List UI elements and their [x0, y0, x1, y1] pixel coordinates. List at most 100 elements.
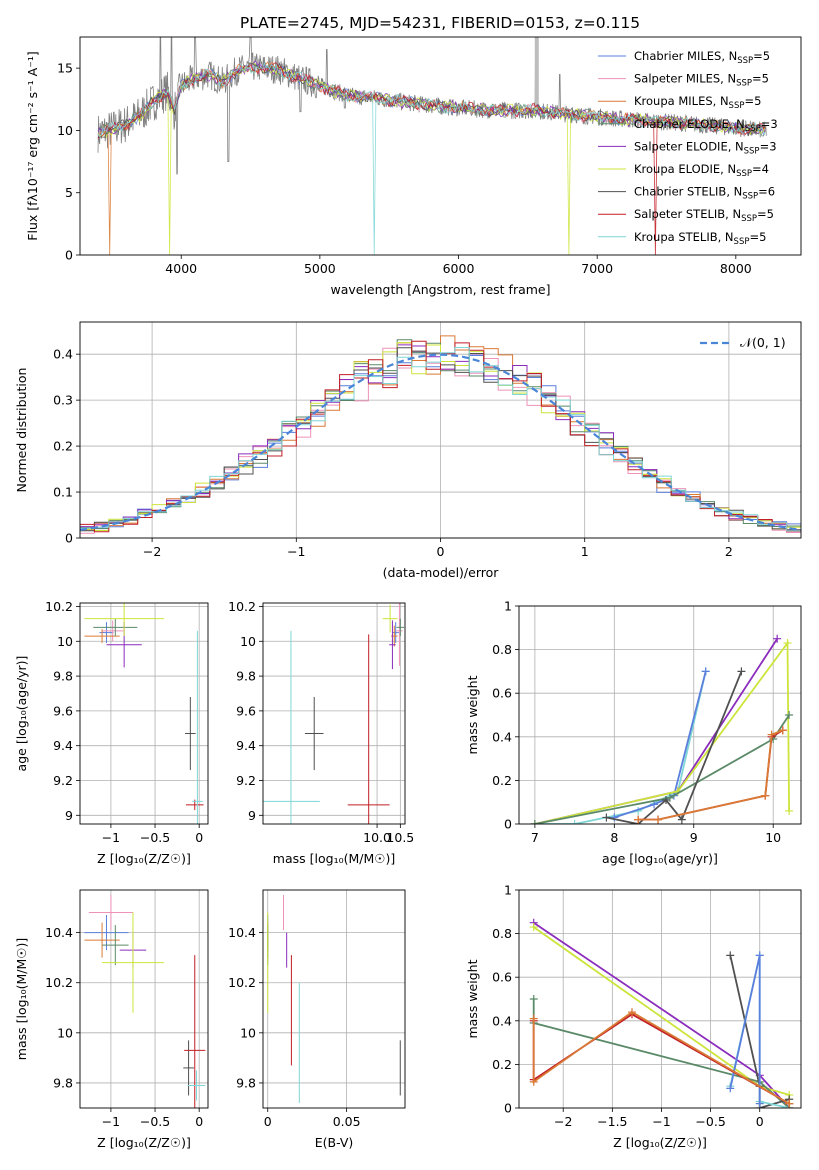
- plot-area: [529, 918, 794, 1108]
- y-tick-label: 10.2: [228, 599, 256, 614]
- legend-subscript: SSP: [742, 192, 758, 202]
- series-marker: [755, 951, 764, 960]
- y-axis-label: mass [log₁₀(M/M☉)]: [14, 938, 29, 1060]
- series-marker: [529, 1014, 538, 1023]
- x-axis-label: Z [log₁₀(Z/Z☉)]: [97, 1135, 191, 1150]
- y-tick-label: 9.6: [53, 703, 73, 718]
- point-salpeter-elodie: [389, 620, 396, 670]
- axes-frame: [79, 36, 802, 256]
- grid: [519, 605, 801, 825]
- point-salpeter-miles: [88, 895, 133, 931]
- series-marker: [737, 667, 746, 676]
- x-tick-label: 7000: [581, 261, 613, 276]
- y-tick-label: 0.2: [492, 1057, 512, 1072]
- axes-frame: [518, 889, 802, 1109]
- x-axis-label: Z [log₁₀(Z/Z☉)]: [613, 1135, 707, 1150]
- x-tick-label: 0: [756, 1114, 764, 1129]
- x-tick-label: −0.5: [140, 1114, 170, 1129]
- axes: −2 −1 0 1 2 0 0.1 0.2 0.3 0.4 (data-model)/error No…: [14, 321, 802, 580]
- panel-ebv-vs-mass: 0 0.05 9.8 10 10.2 10.4 E(B-V): [228, 889, 406, 1150]
- series-marker: [726, 1084, 735, 1093]
- panel-spectrum: 4000 5000 6000 7000 8000 0 5 10 15 wavelength [An…: [25, 36, 802, 297]
- point-kroupa-elodie: [84, 603, 164, 637]
- figure-title: PLATE=2745, MJD=54231, FIBERID=0153, z=0…: [240, 14, 640, 32]
- x-tick-label: −0.5: [695, 1114, 725, 1129]
- legend-subscript: SSP: [734, 237, 750, 247]
- y-tick-label: 9.4: [236, 738, 256, 753]
- grid: [263, 603, 405, 824]
- grid: [80, 890, 208, 1108]
- y-tick-label: 9.2: [53, 773, 73, 788]
- series-marker: [529, 995, 538, 1003]
- y-tick-label: 10: [240, 1025, 256, 1040]
- axes: −1 −0.5 0 9.8 10 10.2 10.4 Z [log₁₀(Z/Z☉)] mass …: [14, 889, 209, 1150]
- legend-count: =5: [753, 49, 770, 63]
- series-marker: [627, 1008, 636, 1017]
- point-salpeter-miles: [102, 620, 124, 642]
- y-tick-label: 10.4: [45, 925, 73, 940]
- series-marker: [661, 796, 670, 805]
- series-marker: [726, 951, 735, 960]
- legend-count: =5: [749, 230, 766, 244]
- series-marker: [570, 820, 579, 824]
- point-kroupa-miles: [84, 629, 120, 644]
- x-tick-label: 10.5: [386, 830, 414, 845]
- legend-label: Salpeter STELIB, NSSP=5: [634, 207, 774, 224]
- series-salpeter-elodie: [530, 634, 782, 824]
- series-chabrier-miles: [726, 951, 764, 1108]
- y-tick-label: 0.4: [492, 729, 512, 744]
- x-tick-label: 8: [610, 830, 618, 845]
- y-tick-label: 0.3: [53, 393, 73, 408]
- y-tick-label: 5: [65, 185, 73, 200]
- legend-label: Kroupa STELIB, NSSP=5: [634, 230, 766, 247]
- series-line: [534, 714, 790, 824]
- y-tick-label: 0: [504, 817, 512, 832]
- series-chabrier-elodie: [530, 711, 794, 824]
- x-tick-label: 4000: [165, 261, 197, 276]
- series-line: [606, 671, 743, 824]
- y-axis-label: age [log₁₀(age/yr)]: [14, 656, 29, 772]
- point-chabrier-miles: [392, 622, 399, 644]
- x-axis-label: Z [log₁₀(Z/Z☉)]: [97, 851, 191, 866]
- x-tick-label: 8000: [720, 261, 752, 276]
- model-chabrier-elodie: [97, 62, 766, 137]
- y-tick-label: 15: [57, 61, 73, 76]
- y-tick-label: 10.2: [45, 599, 73, 614]
- emission-line-band: [534, 37, 539, 115]
- panel-z-vs-age: −1 −0.5 0 9 9.2 9.4 9.6 9.8 10 10.2 Z [log₁₀(Z/Z☉)…: [14, 599, 209, 866]
- y-tick-label: 10: [57, 123, 73, 138]
- model-salpeter-stelib: [97, 61, 766, 255]
- point-salpeter-stelib: [347, 634, 390, 824]
- legend-label: Salpeter ELODIE, NSSP=3: [634, 139, 777, 156]
- legend-subscript: SSP: [729, 101, 745, 111]
- x-tick-label: 10.0: [363, 830, 391, 845]
- series-marker: [654, 815, 663, 824]
- x-tick-label: 0: [195, 830, 203, 845]
- y-tick-label: 0.6: [492, 686, 512, 701]
- legend-label: Chabrier STELIB, NSSP=6: [634, 185, 775, 202]
- x-tick-label: 2: [725, 544, 733, 559]
- legend-label: Salpeter MILES, NSSP=5: [634, 72, 769, 89]
- legend-count: =6: [758, 185, 775, 199]
- panel-residuals: −2 −1 0 1 2 0 0.1 0.2 0.3 0.4 (data-model)/error No…: [14, 321, 802, 580]
- panel-mass-vs-age: 10.010.5 9 9.2 9.4 9.6 9.8 10 10.2 mass [log₁₀(M…: [228, 599, 414, 866]
- y-tick-label: 9.6: [236, 703, 256, 718]
- plot-area: [530, 634, 794, 824]
- y-tick-label: 9.2: [236, 773, 256, 788]
- y-tick-label: 10: [240, 634, 256, 649]
- x-axis-label: age [log₁₀(age/yr)]: [602, 851, 718, 866]
- series-kroupa-miles: [634, 726, 787, 824]
- y-tick-label: 0.2: [53, 439, 73, 454]
- panel-z-vs-mass: −1 −0.5 0 9.8 10 10.2 10.4 Z [log₁₀(Z/Z☉)] mass …: [14, 889, 209, 1150]
- axes-frame: [262, 889, 406, 1109]
- series-marker: [602, 813, 611, 822]
- axes-frame: [518, 605, 802, 825]
- series-marker: [785, 711, 794, 719]
- panel-age-vs-massweight: 7 8 9 10 0 0.2 0.4 0.6 0.8 1 age [log₁₀(age/yr)] ma…: [465, 599, 802, 866]
- y-axis-label: Flux [fλ10⁻¹⁷ erg cm⁻² s⁻¹ A⁻¹]: [25, 51, 40, 240]
- y-tick-label: 1: [504, 883, 512, 898]
- point-kroupa-stelib: [187, 1070, 206, 1101]
- model-kroupa-stelib: [97, 62, 766, 255]
- point-chabrier-miles: [99, 622, 114, 644]
- y-axis-label: Normed distribution: [14, 368, 29, 493]
